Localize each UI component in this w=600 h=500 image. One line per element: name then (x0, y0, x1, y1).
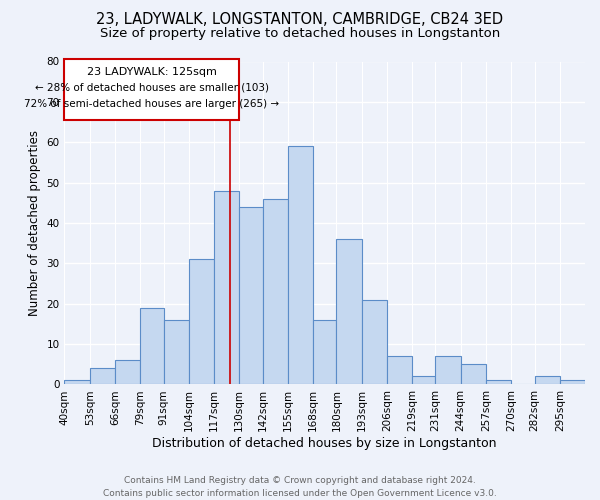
Text: 23, LADYWALK, LONGSTANTON, CAMBRIDGE, CB24 3ED: 23, LADYWALK, LONGSTANTON, CAMBRIDGE, CB… (97, 12, 503, 28)
Bar (239, 207, 263, 384)
Bar (90, 368, 115, 384)
Bar (64, 380, 90, 384)
Bar (115, 360, 140, 384)
Bar (535, 376, 560, 384)
Text: 72% of semi-detached houses are larger (265) →: 72% of semi-detached houses are larger (… (25, 99, 280, 109)
Text: Contains HM Land Registry data © Crown copyright and database right 2024.
Contai: Contains HM Land Registry data © Crown c… (103, 476, 497, 498)
Bar (288, 146, 313, 384)
Text: ← 28% of detached houses are smaller (103): ← 28% of detached houses are smaller (10… (35, 82, 269, 92)
Bar (140, 308, 164, 384)
Bar (461, 364, 486, 384)
Bar (263, 199, 288, 384)
Bar (313, 320, 337, 384)
Bar (337, 239, 362, 384)
Bar (164, 320, 189, 384)
Bar (214, 190, 239, 384)
Bar (560, 380, 585, 384)
Bar (362, 300, 387, 384)
Bar (412, 376, 436, 384)
Bar (64, 60, 239, 120)
X-axis label: Distribution of detached houses by size in Longstanton: Distribution of detached houses by size … (152, 437, 497, 450)
Bar (486, 380, 511, 384)
Bar (436, 356, 461, 384)
Text: 23 LADYWALK: 125sqm: 23 LADYWALK: 125sqm (87, 66, 217, 76)
Y-axis label: Number of detached properties: Number of detached properties (28, 130, 41, 316)
Bar (189, 260, 214, 384)
Text: Size of property relative to detached houses in Longstanton: Size of property relative to detached ho… (100, 28, 500, 40)
Bar (387, 356, 412, 384)
